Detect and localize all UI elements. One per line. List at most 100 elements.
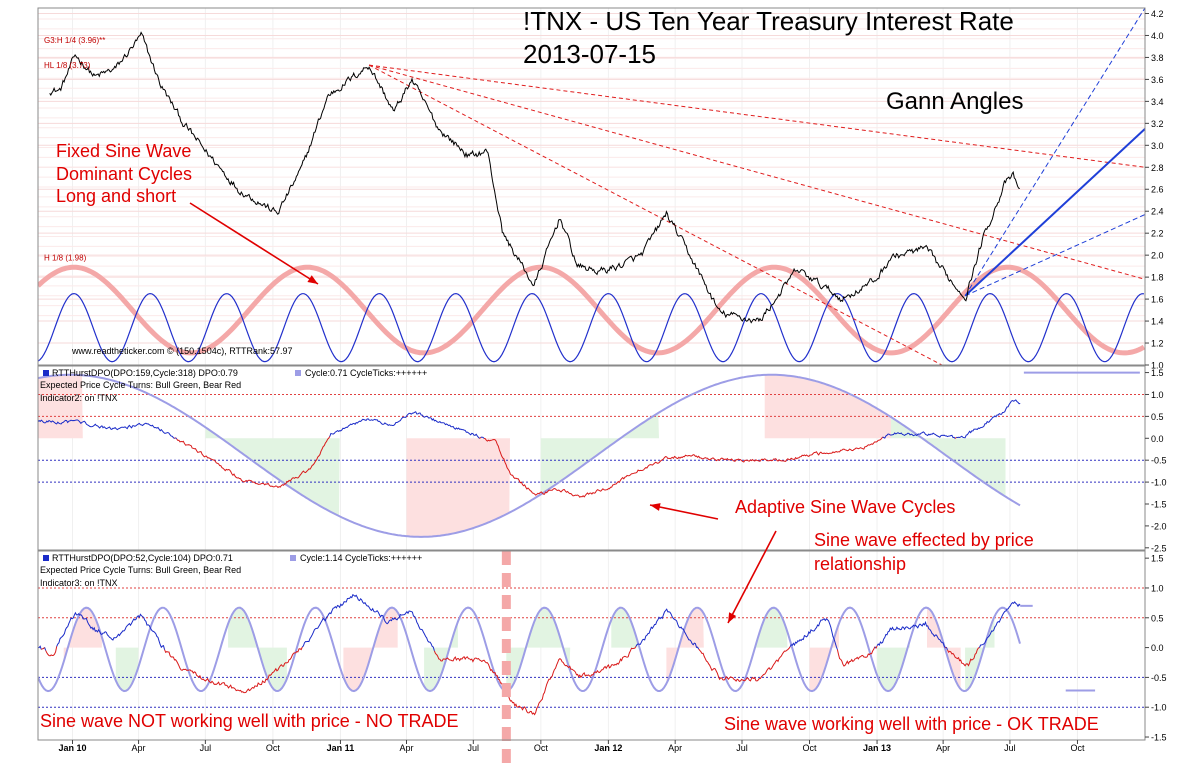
- price-ytick-label: 3.4: [1151, 97, 1164, 107]
- gann-angle-line: [369, 64, 1145, 168]
- dpo104-dpo-line: [876, 620, 946, 649]
- dpo104-ytick-label: -0.5: [1151, 673, 1167, 683]
- xtick-label: Jul: [468, 743, 480, 753]
- price-ytick-label: 3.6: [1151, 75, 1164, 85]
- dpo104-legend-swatch-cycle: [290, 555, 296, 561]
- dpo104-ytick-label: 0.0: [1151, 643, 1164, 653]
- panel-2-border: [37, 365, 1146, 551]
- panel-3-background: [38, 551, 1145, 740]
- xtick-label: Apr: [936, 743, 950, 753]
- price-panel-header: Closing Price: 2.59 ☑ Cycle(318) ☑ Cycle…: [43, 0, 211, 7]
- dpo318-cycle-line: [38, 373, 1021, 538]
- dpo318-ytick-label: 1.0: [1151, 390, 1164, 400]
- dpo104-bull-turn-area: [506, 607, 571, 692]
- dpo318-dpo-line: [38, 419, 175, 439]
- xtick-label: Oct: [266, 743, 281, 753]
- dpo104-indicator-label: Indicator3: on !TNX: [40, 578, 118, 588]
- gann-angle-line: [368, 64, 944, 365]
- dpo104-dpo-line: [45, 646, 58, 657]
- dpo318-dpo-line: [479, 437, 482, 439]
- price-line: [49, 31, 1020, 324]
- dpo104-dpo-line: [635, 608, 700, 650]
- dpo104-dpo-line: [979, 601, 1021, 648]
- xtick-label: Apr: [132, 743, 146, 753]
- fixed-sine-arrow-shaft: [189, 202, 319, 285]
- price-ytick-label: 1.6: [1151, 295, 1164, 305]
- dpo318-legend-swatch: [43, 370, 49, 376]
- dpo318-dpo-line: [954, 437, 957, 439]
- chart-title-line1: !TNX - US Ten Year Treasury Interest Rat…: [523, 6, 1014, 36]
- price-ytick-label: 2.2: [1151, 229, 1164, 239]
- dpo104-dpo-line: [945, 647, 948, 650]
- sine-effected-arrow-shaft: [727, 530, 777, 624]
- dpo104-dpo-line: [433, 646, 637, 716]
- dpo104-cycle-line: [38, 606, 1021, 693]
- sine-wave-104-line: [38, 292, 1145, 363]
- price-ytick-label: 2.0: [1151, 251, 1164, 261]
- price-ytick-label: 1.8: [1151, 273, 1164, 283]
- dpo104-bull-turn-area: [965, 616, 995, 691]
- sine-effected-label-2: relationship: [814, 554, 907, 574]
- dpo318-ytick-label: -2.0: [1151, 521, 1167, 531]
- dpo318-legend-cycle: Cycle:0.71 CycleTicks:++++++: [305, 368, 427, 378]
- adaptive-sine-arrow-head: [650, 503, 661, 511]
- dpo104-subtitle: Expected Price Cycle Turns: Bull Green, …: [40, 565, 241, 575]
- dpo318-ytick-label: -1.5: [1151, 500, 1167, 510]
- dpo104-dpo-line: [875, 645, 878, 649]
- dpo318-indicator-label: Indicator2: on !TNX: [40, 393, 118, 403]
- gann-angles-label: Gann Angles: [886, 88, 1024, 115]
- dpo318-dpo-line: [329, 411, 480, 439]
- dpo104-bull-turn-area: [424, 621, 458, 692]
- price-ytick-label: 2.4: [1151, 207, 1164, 217]
- dpo104-dpo-line: [789, 618, 838, 650]
- dpo104-legend-dpo: RTTHurstDPO(DPO:52,Cycle:104) DPO:0.71: [52, 553, 233, 563]
- level-label: G3:H 1/4 (3.96)**: [44, 36, 105, 45]
- dpo104-bear-turn-area: [666, 607, 704, 684]
- dpo318-ytick-label: -0.5: [1151, 456, 1167, 466]
- fixed-sine-arrow-head: [307, 275, 318, 284]
- adaptive-sine-label: Adaptive Sine Wave Cycles: [735, 497, 956, 517]
- adaptive-sine-arrow-shaft: [649, 504, 719, 520]
- sine-wave-318-line: [38, 264, 1145, 356]
- dpo318-ytick-label: -2.5: [1151, 543, 1167, 553]
- xtick-label: Apr: [668, 743, 682, 753]
- dpo318-legend-swatch-cycle: [295, 370, 301, 376]
- dpo318-bear-turn-area: [406, 438, 510, 537]
- dpo318-dpo-line: [175, 437, 178, 440]
- dpo318-subtitle: Expected Price Cycle Turns: Bull Green, …: [40, 380, 241, 390]
- dpo318-bear-turn-area: [38, 374, 83, 439]
- dpo104-ytick-label: 0.5: [1151, 613, 1164, 623]
- dpo104-bear-turn-area: [343, 607, 398, 692]
- dpo104-ytick-label: 1.5: [1151, 554, 1164, 564]
- price-ytick-label: 2.8: [1151, 163, 1164, 173]
- fixed-sine-label-1: Fixed Sine Wave: [56, 141, 192, 161]
- xtick-label: Jan 10: [58, 743, 86, 753]
- fixed-sine-label-3: Long and short: [56, 186, 177, 206]
- price-ytick-label: 3.0: [1151, 141, 1164, 151]
- dpo104-dpo-line: [44, 647, 47, 651]
- fixed-sine-label-2: Dominant Cycles: [56, 164, 193, 184]
- dpo104-ytick-label: -1.5: [1151, 733, 1167, 743]
- dpo104-dpo-line: [38, 645, 42, 650]
- price-ytick-label: 1.2: [1151, 339, 1164, 349]
- xtick-label: Jul: [736, 743, 748, 753]
- dpo-104-panel-group: RTTHurstDPO(DPO:52,Cycle:104) DPO:0.71 Cy…: [38, 551, 1145, 740]
- dpo104-legend-swatch: [43, 555, 49, 561]
- xtick-label: Oct: [534, 743, 549, 753]
- dpo318-dpo-line: [174, 437, 176, 439]
- dpo318-ytick-label: -1.0: [1151, 478, 1167, 488]
- sine-effected-arrow-head: [728, 612, 737, 623]
- dpo104-dpo-line: [947, 647, 980, 667]
- dpo318-ytick-label: 0.0: [1151, 434, 1164, 444]
- price-ytick-label: 1.0: [1151, 361, 1164, 371]
- dpo104-dpo-line: [164, 646, 303, 694]
- dpo318-ytick-label: 1.5: [1151, 368, 1164, 378]
- dpo318-dpo-line: [176, 436, 331, 489]
- level-label: HL 1/8 (3.73): [44, 61, 91, 70]
- xtick-label: Jan 11: [327, 743, 355, 753]
- dpo318-dpo-line: [882, 431, 956, 439]
- gann-angle-line: [368, 64, 1145, 280]
- dpo104-bear-turn-area: [63, 607, 102, 662]
- price-ytick-label: 4.0: [1151, 31, 1164, 41]
